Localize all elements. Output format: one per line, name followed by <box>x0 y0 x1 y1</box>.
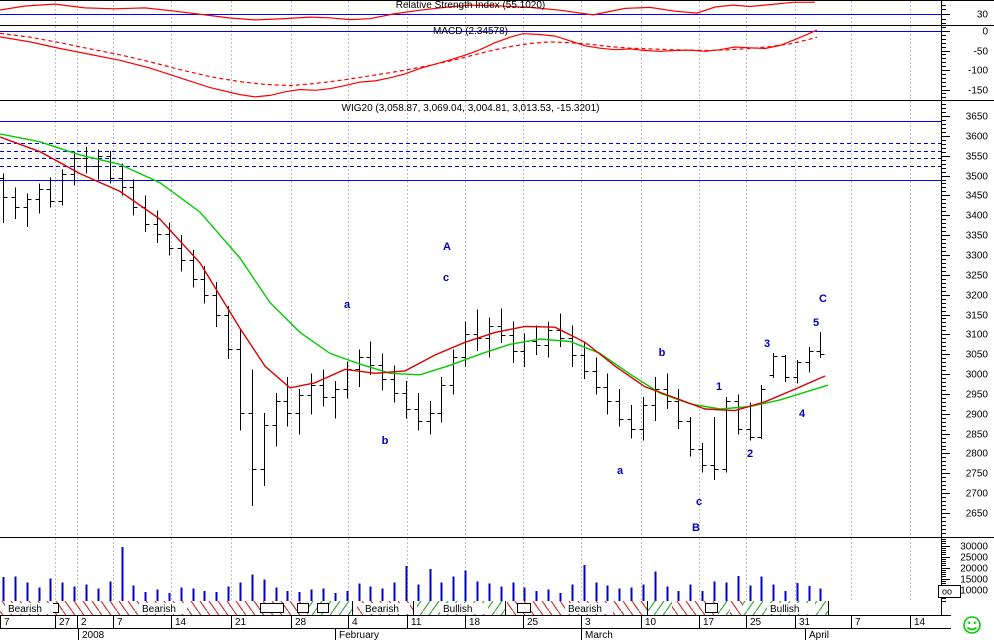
price-axis-label: 3550 <box>966 152 989 163</box>
date-tick-label: 18 <box>469 617 481 628</box>
elliott-wave-labels: a b Ac a b c B 1 2 3 4 5C <box>344 241 827 534</box>
date-tick-label: 4 <box>352 617 358 628</box>
wave-label-1: 1 <box>716 381 722 393</box>
bullish-ribbon-segment <box>718 601 730 615</box>
wave-label-A: A <box>443 241 451 253</box>
date-tick-label: 17 <box>703 617 715 628</box>
volume-axis-label: 15000 <box>960 575 988 586</box>
gridlines <box>55 1 911 600</box>
ribbon-marker-box <box>517 603 531 613</box>
macd-axis-label: -150 <box>968 86 988 97</box>
date-tick-label: 25 <box>527 617 539 628</box>
macd-axis-label: 0 <box>982 27 988 38</box>
wave-label-a: a <box>344 299 351 311</box>
wave-label-b: b <box>659 347 666 359</box>
price-axis-label: 3450 <box>966 191 989 202</box>
ribbon-label-bullish: Bullish <box>770 604 799 615</box>
ribbon-label-bearish: Bearish <box>142 604 176 615</box>
ribbon-marker-box <box>260 603 284 613</box>
price-axis-label: 3350 <box>966 231 989 242</box>
price-panel: a b Ac a b c B 1 2 3 4 5C <box>0 121 941 534</box>
price-axis-label: 3400 <box>966 211 989 222</box>
axis-scroll-box[interactable] <box>938 585 961 598</box>
price-axis-label: 3250 <box>966 271 989 282</box>
macd-panel <box>0 29 941 98</box>
month-label: 2008 <box>82 630 105 640</box>
panel-borders <box>0 0 994 538</box>
ribbon-label-bullish: Bullish <box>443 604 472 615</box>
volume-axis-label: 25000 <box>960 553 988 564</box>
rsi-axis-label: 30 <box>977 10 989 21</box>
volume-axis-label: 10000 <box>960 586 988 597</box>
price-axis-label: 2650 <box>966 509 989 520</box>
ribbon-label-bearish: Bearish <box>8 604 42 615</box>
date-tick-label: 28 <box>295 617 307 628</box>
price-axis-label: 2750 <box>966 469 989 480</box>
date-tick-label: 14 <box>175 617 187 628</box>
volume-panel <box>2 546 822 601</box>
signal-ribbon: Bearish Bearish Bearish Bullish Bearish Bulli… <box>0 601 829 615</box>
smiley-status-icon <box>963 616 981 634</box>
wave-label-c: c <box>696 496 702 508</box>
macd-axis-label: -50 <box>974 47 989 58</box>
wave-label-C: C <box>819 293 827 305</box>
volume-axis-label: 30000 <box>960 542 988 553</box>
price-axis-label: 2850 <box>966 430 989 441</box>
price-axis-label: 3500 <box>966 172 989 183</box>
date-tick-label: 3 <box>585 617 591 628</box>
price-axis-label: 3650 <box>966 112 989 123</box>
ribbon-label-bearish: Bearish <box>365 604 399 615</box>
price-axis-label: 2800 <box>966 449 989 460</box>
bullish-ribbon-segment <box>648 601 672 615</box>
volume-axis-label: 20000 <box>960 564 988 575</box>
price-axis-label: 3150 <box>966 311 989 322</box>
wave-label-B: B <box>692 522 700 534</box>
date-tick-label: 31 <box>799 617 811 628</box>
date-tick-label: 7 <box>4 617 10 628</box>
price-axis-label: 3000 <box>966 370 989 381</box>
date-tick-label: 25 <box>750 617 762 628</box>
bearish-ribbon-segment <box>730 601 743 615</box>
date-tick-label: 7 <box>855 617 861 628</box>
rsi-panel <box>0 1 941 21</box>
wave-label-a: a <box>617 465 624 477</box>
month-label: April <box>809 630 829 640</box>
date-tick-label: 7 <box>117 617 123 628</box>
wave-label-c: c <box>443 272 449 284</box>
price-axis-label: 3600 <box>966 132 989 143</box>
wave-label-3: 3 <box>764 338 770 350</box>
wave-label-4: 4 <box>799 408 806 420</box>
wave-label-5: 5 <box>813 317 819 329</box>
date-tick-label: 27 <box>59 617 71 628</box>
ribbon-marker-box <box>297 603 309 613</box>
price-axis-label: 3050 <box>966 350 989 361</box>
price-axis-label: 3100 <box>966 330 989 341</box>
price-axis-label: 2700 <box>966 489 989 500</box>
month-label: February <box>339 630 379 640</box>
price-axis-label: 3300 <box>966 251 989 262</box>
price-axis-label: 3200 <box>966 291 989 302</box>
macd-axis-label: -100 <box>968 66 988 77</box>
wave-label-2: 2 <box>747 448 753 460</box>
ribbon-label-bearish: Bearish <box>568 604 602 615</box>
bullish-ribbon-segment <box>308 601 352 615</box>
scroll-box-glyph: oo <box>942 587 952 597</box>
date-tick-label: 10 <box>645 617 657 628</box>
date-tick-label: 2 <box>81 617 87 628</box>
value-axis: 30 0 -50 -100 -150 3650 3600 3550 3500 3450 3400 33… <box>938 0 989 615</box>
date-tick-label: 14 <box>914 617 926 628</box>
date-tick-label: 21 <box>235 617 247 628</box>
month-label: March <box>585 630 613 640</box>
price-axis-label: 2900 <box>966 410 989 421</box>
ribbon-marker-box <box>317 603 329 613</box>
date-tick-label: 11 <box>411 617 422 628</box>
price-axis-label: 2950 <box>966 390 989 401</box>
ribbon-marker-box <box>705 603 718 613</box>
wave-label-b: b <box>382 435 389 447</box>
